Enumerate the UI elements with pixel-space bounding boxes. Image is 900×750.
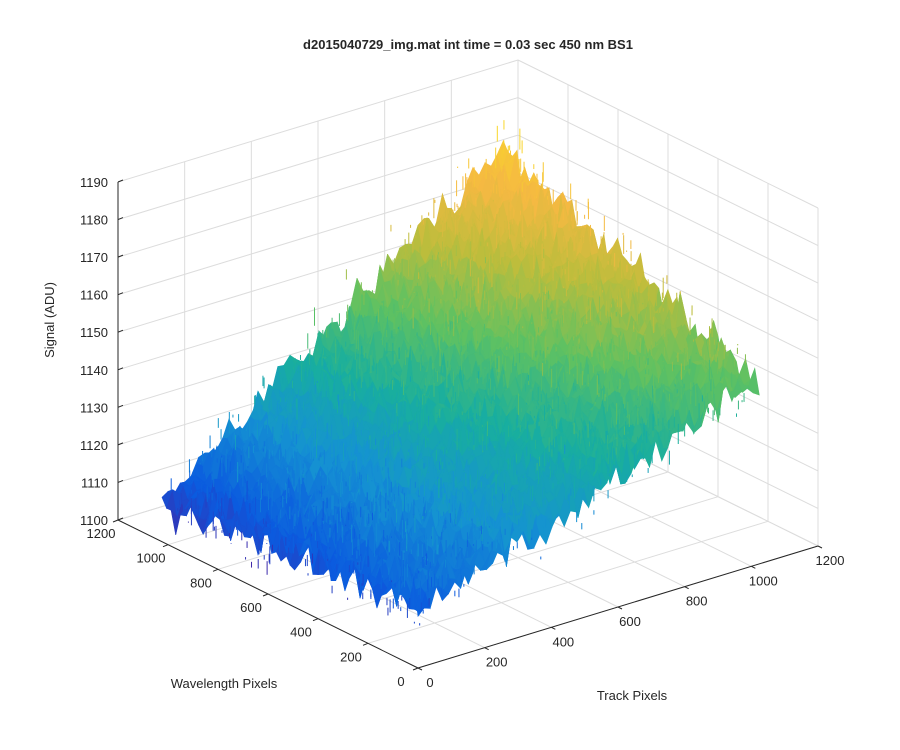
grid-line-z-side <box>517 172 819 322</box>
grid-line-z-back <box>117 172 519 296</box>
grid-line-z-side <box>517 59 819 209</box>
grid-line-z-back <box>117 134 519 258</box>
grid-line-z-back <box>117 97 519 221</box>
surface-plot <box>161 120 760 626</box>
grid-line-y-floor <box>317 496 719 620</box>
grid-line-z-side <box>517 97 819 247</box>
grid-line-z-side <box>517 134 819 284</box>
grid-line-y-floor <box>367 520 769 644</box>
grid-line-z-back <box>117 59 519 183</box>
